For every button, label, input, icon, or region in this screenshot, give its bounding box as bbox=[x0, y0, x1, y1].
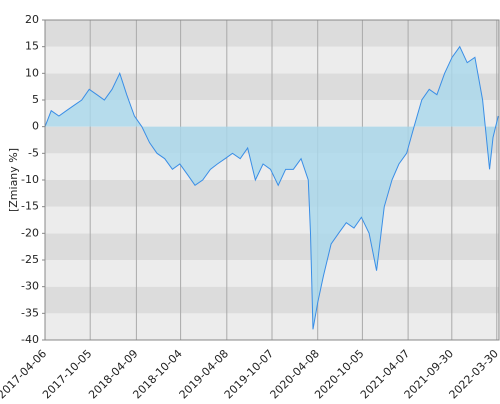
y-tick-label: -15 bbox=[21, 200, 39, 213]
y-tick-label: 5 bbox=[32, 93, 39, 106]
y-tick-label: -5 bbox=[28, 146, 39, 159]
y-tick-label: -25 bbox=[21, 253, 39, 266]
y-tick-label: -30 bbox=[21, 280, 39, 293]
y-tick-label: 10 bbox=[25, 66, 39, 79]
y-tick-label: 15 bbox=[25, 40, 39, 53]
y-tick-label: 20 bbox=[25, 13, 39, 26]
y-tick-label: -35 bbox=[21, 306, 39, 319]
area bbox=[45, 46, 499, 330]
y-axis-label: [Zmiany %] bbox=[7, 148, 20, 212]
y-tick-label: 0 bbox=[32, 120, 39, 133]
plot-border bbox=[44, 19, 500, 341]
y-tick-label: -10 bbox=[21, 173, 39, 186]
line bbox=[44, 45, 499, 330]
y-tick-label: -20 bbox=[21, 226, 39, 239]
y-tick-label: -40 bbox=[21, 333, 39, 346]
